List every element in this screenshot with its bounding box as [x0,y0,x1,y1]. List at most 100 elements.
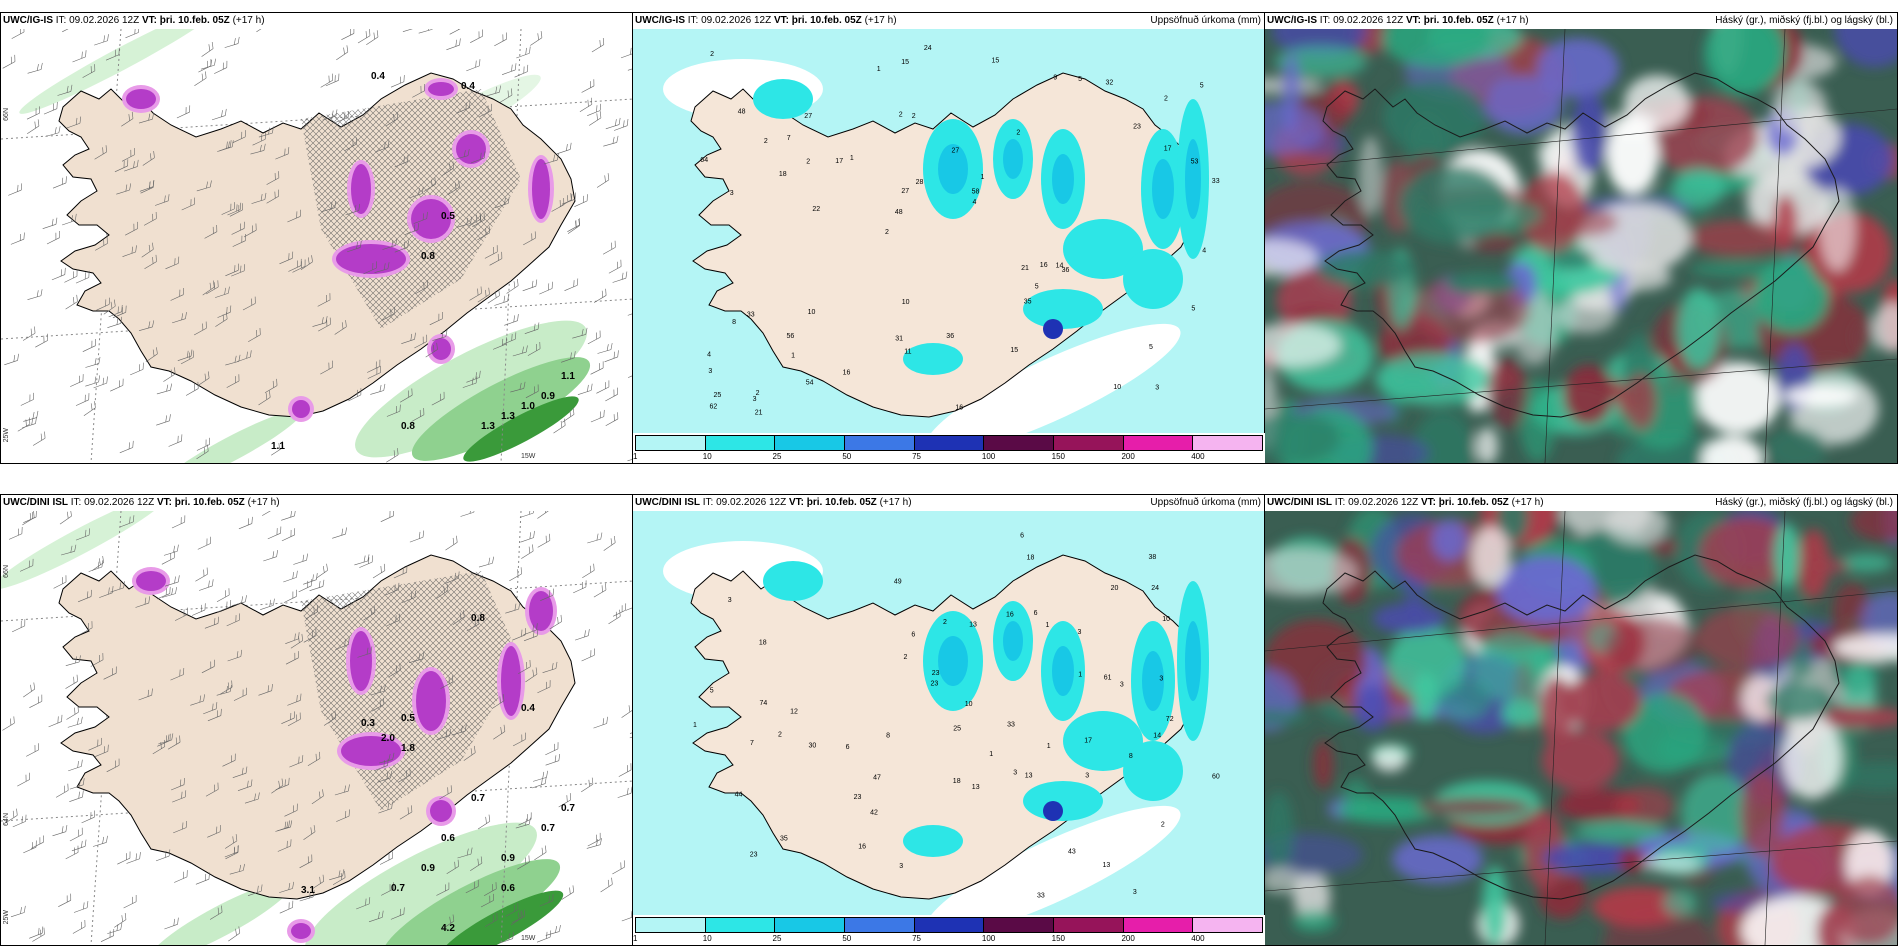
precip-value: 4 [1202,248,1206,255]
wind-barb [525,667,538,683]
wind-barb [171,515,186,529]
cloud-patch [1872,302,1897,352]
cloud-patch [1291,909,1337,933]
precip-value: 23 [932,670,940,677]
wind-barb [126,852,141,864]
wind-barb [85,356,101,368]
precip-value: 5 [1200,83,1204,90]
precip-blob-core [1185,139,1201,219]
wind-barb [243,223,257,238]
precip-blob-core [1003,139,1023,179]
wind-barb [164,917,179,930]
wind-barb [199,579,214,591]
precip-value: 15 [1010,347,1018,354]
wind-barb [65,655,81,666]
cloud-patch [1470,631,1554,702]
wind-barb [138,112,154,124]
precip-value: 3 [1078,629,1082,636]
wind-barb [587,532,603,544]
wind-barb [202,280,215,296]
wind-barb [250,143,266,155]
wind-barb [165,256,180,270]
cloud-patch [1372,746,1407,772]
precip-value: 18 [1027,555,1035,562]
wind-barb [161,551,175,565]
legend-tick-label: 100 [981,934,996,943]
wind-barb [581,648,595,662]
legend-tick-label: 25 [772,934,782,943]
legend-swatch [914,918,985,932]
snow-band [19,29,223,114]
wind-barb [52,176,67,189]
wind-barb [329,869,345,881]
wind-barb [440,675,454,689]
wind-barb [161,586,177,598]
wind-barb [62,29,75,33]
wind-barb [293,553,308,565]
wind-barb [112,305,127,319]
wind-barb [170,667,185,681]
snow-value: 3.1 [301,885,315,896]
precip-value: 1 [989,751,993,758]
wind-barb [174,607,188,621]
wind-barb [64,269,78,283]
wind-barb [409,652,425,663]
cloud-patch [1766,681,1835,721]
wind-barb [399,388,413,403]
wind-barb [311,874,325,890]
cloud-patch [1839,553,1893,573]
wind-barb [68,759,83,772]
precip-value: 36 [1062,267,1070,274]
wind-barb [470,29,483,43]
cloud-patch [1563,364,1614,426]
snow-map: 0.4 0.4 1.3 1.3 0.8 0.5 1.0 0.9 1.1 0.8 1.1 [1,29,633,463]
wind-barb [530,31,543,46]
precip-value: 3 [1120,681,1124,688]
wind-barb [323,711,337,726]
snow-value: 1.1 [271,441,285,452]
wind-barb [79,621,93,635]
precip-value: 31 [895,336,903,343]
precip-value: 2 [912,113,916,120]
wind-barb [423,177,436,192]
precip-value: 1 [981,174,985,181]
cloud-patch [1605,511,1669,545]
precip-value: 32 [1106,79,1114,86]
wind-barb [522,279,538,292]
wind-barb [27,62,43,74]
wind-barb [29,926,44,939]
cloud-patch [1543,842,1644,875]
precip-value: 16 [843,370,851,377]
wind-barb [561,351,576,363]
precip-value: 3 [1013,769,1017,776]
cloud-patch [1642,855,1701,873]
wind-barb [227,649,243,662]
wind-barb [517,855,530,870]
wind-barb [58,893,72,907]
precip-max [1043,319,1063,339]
precip-value: 36 [946,333,954,340]
wind-barb [303,573,318,585]
wind-barb [539,281,553,295]
wind-barb [207,825,221,838]
precip-value: 2 [899,112,903,119]
wind-barb [224,36,240,48]
wind-barb [418,29,434,34]
panel-precip-dini: UWC/DINI ISL IT: 09.02.2026 12Z VT: þri.… [632,494,1266,946]
precip-value: 15 [901,59,909,66]
precip-value: 21 [755,409,763,416]
wind-barb [85,375,101,387]
wind-barb [602,240,616,255]
wind-barb [117,851,131,865]
wind-barb [478,556,494,568]
cloud-patch [1699,516,1797,589]
wind-barb [167,735,181,750]
precip-blob [1063,219,1143,279]
wind-barb [271,778,284,794]
wind-barb [311,789,324,805]
precip-value: 18 [779,171,787,178]
legend-tick-label: 100 [981,452,996,461]
wind-barb [22,326,36,341]
snow-value: 1.3 [481,421,495,432]
precip-value: 1 [693,722,697,729]
